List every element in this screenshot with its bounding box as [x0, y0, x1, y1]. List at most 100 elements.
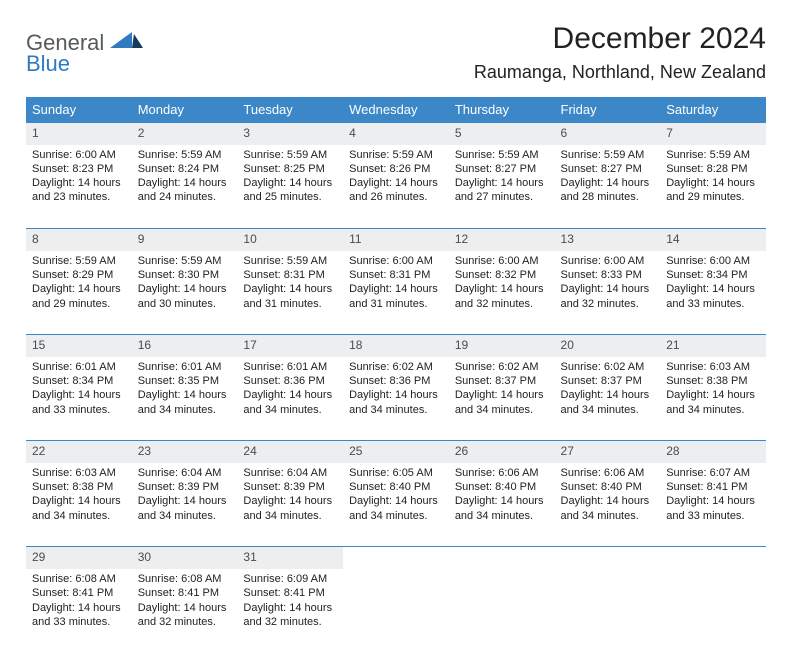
calendar-table: Sunday Monday Tuesday Wednesday Thursday… — [26, 97, 766, 653]
detail-cell: Sunrise: 6:05 AMSunset: 8:40 PMDaylight:… — [343, 463, 449, 547]
daynum-cell — [449, 547, 555, 569]
daynum-cell: 13 — [555, 229, 661, 251]
sunset-text: Sunset: 8:41 PM — [243, 586, 337, 600]
detail-cell: Sunrise: 5:59 AMSunset: 8:29 PMDaylight:… — [26, 251, 132, 335]
daylight-text: Daylight: 14 hours and 29 minutes. — [32, 282, 126, 311]
detail-cell: Sunrise: 5:59 AMSunset: 8:31 PMDaylight:… — [237, 251, 343, 335]
sunrise-text: Sunrise: 6:04 AM — [243, 466, 337, 480]
daynum-cell: 31 — [237, 547, 343, 569]
sunset-text: Sunset: 8:34 PM — [32, 374, 126, 388]
sunrise-text: Sunrise: 6:06 AM — [455, 466, 549, 480]
detail-cell: Sunrise: 6:04 AMSunset: 8:39 PMDaylight:… — [132, 463, 238, 547]
daynum-cell: 8 — [26, 229, 132, 251]
detail-cell — [449, 569, 555, 653]
daynum-row: 22232425262728 — [26, 441, 766, 463]
weekday-header: Tuesday — [237, 97, 343, 123]
detail-cell: Sunrise: 5:59 AMSunset: 8:30 PMDaylight:… — [132, 251, 238, 335]
sunrise-text: Sunrise: 6:03 AM — [666, 360, 760, 374]
location-subtitle: Raumanga, Northland, New Zealand — [474, 62, 766, 83]
daynum-row: 891011121314 — [26, 229, 766, 251]
sunset-text: Sunset: 8:34 PM — [666, 268, 760, 282]
daylight-text: Daylight: 14 hours and 26 minutes. — [349, 176, 443, 205]
daylight-text: Daylight: 14 hours and 34 minutes. — [455, 494, 549, 523]
detail-row: Sunrise: 6:08 AM Sunset: 8:41 PM Daylight:… — [26, 569, 766, 653]
daynum-cell: 5 — [449, 123, 555, 145]
sunrise-text: Sunrise: 6:09 AM — [243, 572, 337, 586]
detail-cell: Sunrise: 6:00 AMSunset: 8:33 PMDaylight:… — [555, 251, 661, 335]
daylight-text: Daylight: 14 hours and 32 minutes. — [138, 601, 232, 630]
daynum-cell: 1 — [26, 123, 132, 145]
daynum-cell: 28 — [660, 441, 766, 463]
sunrise-text: Sunrise: 6:00 AM — [349, 254, 443, 268]
daynum-cell: 6 — [555, 123, 661, 145]
sunrise-text: Sunrise: 5:59 AM — [455, 148, 549, 162]
detail-cell: Sunrise: 5:59 AMSunset: 8:27 PMDaylight:… — [555, 145, 661, 229]
daylight-text: Daylight: 14 hours and 28 minutes. — [561, 176, 655, 205]
sunrise-text: Sunrise: 6:01 AM — [32, 360, 126, 374]
daynum-cell: 11 — [343, 229, 449, 251]
sunset-text: Sunset: 8:27 PM — [455, 162, 549, 176]
sunset-text: Sunset: 8:38 PM — [666, 374, 760, 388]
daylight-text: Daylight: 14 hours and 34 minutes. — [666, 388, 760, 417]
detail-cell: Sunrise: 6:01 AMSunset: 8:34 PMDaylight:… — [26, 357, 132, 441]
daylight-text: Daylight: 14 hours and 34 minutes. — [138, 388, 232, 417]
detail-cell: Sunrise: 6:04 AMSunset: 8:39 PMDaylight:… — [237, 463, 343, 547]
logo: General Blue — [26, 22, 144, 75]
detail-cell: Sunrise: 6:02 AMSunset: 8:37 PMDaylight:… — [449, 357, 555, 441]
daynum-cell: 14 — [660, 229, 766, 251]
daylight-text: Daylight: 14 hours and 34 minutes. — [561, 494, 655, 523]
detail-cell: Sunrise: 6:07 AMSunset: 8:41 PMDaylight:… — [660, 463, 766, 547]
detail-row: Sunrise: 6:00 AMSunset: 8:23 PMDaylight:… — [26, 145, 766, 229]
detail-cell: Sunrise: 5:59 AMSunset: 8:27 PMDaylight:… — [449, 145, 555, 229]
daynum-cell: 15 — [26, 335, 132, 357]
sunrise-text: Sunrise: 6:05 AM — [349, 466, 443, 480]
sunrise-text: Sunrise: 6:08 AM — [138, 572, 232, 586]
daynum-cell: 12 — [449, 229, 555, 251]
header-row: General Blue December 2024 Raumanga, Nor… — [26, 22, 766, 83]
daylight-text: Daylight: 14 hours and 27 minutes. — [455, 176, 549, 205]
sunset-text: Sunset: 8:25 PM — [243, 162, 337, 176]
detail-cell: Sunrise: 5:59 AMSunset: 8:25 PMDaylight:… — [237, 145, 343, 229]
sunrise-text: Sunrise: 5:59 AM — [32, 254, 126, 268]
detail-cell: Sunrise: 6:06 AMSunset: 8:40 PMDaylight:… — [449, 463, 555, 547]
sunrise-text: Sunrise: 6:07 AM — [666, 466, 760, 480]
sunrise-text: Sunrise: 6:04 AM — [138, 466, 232, 480]
sunset-text: Sunset: 8:28 PM — [666, 162, 760, 176]
sunrise-text: Sunrise: 5:59 AM — [243, 254, 337, 268]
detail-cell: Sunrise: 6:08 AMSunset: 8:41 PMDaylight:… — [26, 569, 132, 653]
daynum-cell: 25 — [343, 441, 449, 463]
daylight-text: Daylight: 14 hours and 34 minutes. — [243, 494, 337, 523]
daynum-cell — [343, 547, 449, 569]
sunrise-text: Sunrise: 5:59 AM — [349, 148, 443, 162]
daylight-text: Daylight: 14 hours and 34 minutes. — [455, 388, 549, 417]
sunrise-text: Sunrise: 6:06 AM — [561, 466, 655, 480]
sunrise-text: Sunrise: 6:00 AM — [455, 254, 549, 268]
sunrise-text: Sunrise: 6:00 AM — [561, 254, 655, 268]
sunset-text: Sunset: 8:40 PM — [561, 480, 655, 494]
daynum-cell: 7 — [660, 123, 766, 145]
daynum-cell: 16 — [132, 335, 238, 357]
daynum-cell: 30 — [132, 547, 238, 569]
weekday-header: Friday — [555, 97, 661, 123]
sunrise-text: Sunrise: 5:59 AM — [561, 148, 655, 162]
daylight-text: Daylight: 14 hours and 23 minutes. — [32, 176, 126, 205]
sunset-text: Sunset: 8:27 PM — [561, 162, 655, 176]
sunset-text: Sunset: 8:37 PM — [455, 374, 549, 388]
sunset-text: Sunset: 8:40 PM — [455, 480, 549, 494]
calendar-page: General Blue December 2024 Raumanga, Nor… — [0, 0, 792, 653]
sunrise-text: Sunrise: 5:59 AM — [243, 148, 337, 162]
daylight-text: Daylight: 14 hours and 33 minutes. — [666, 494, 760, 523]
sunrise-text: Sunrise: 6:00 AM — [32, 148, 126, 162]
detail-cell: Sunrise: 6:08 AMSunset: 8:41 PMDaylight:… — [132, 569, 238, 653]
detail-cell — [660, 569, 766, 653]
detail-cell: Sunrise: 6:00 AMSunset: 8:31 PMDaylight:… — [343, 251, 449, 335]
logo-text: General Blue — [26, 28, 144, 75]
sunrise-text: Sunrise: 5:59 AM — [138, 254, 232, 268]
weekday-header: Sunday — [26, 97, 132, 123]
sunset-text: Sunset: 8:26 PM — [349, 162, 443, 176]
detail-cell: Sunrise: 6:09 AMSunset: 8:41 PMDaylight:… — [237, 569, 343, 653]
daylight-text: Daylight: 14 hours and 32 minutes. — [561, 282, 655, 311]
daylight-text: Daylight: 14 hours and 24 minutes. — [138, 176, 232, 205]
daynum-cell: 18 — [343, 335, 449, 357]
detail-cell: Sunrise: 6:03 AMSunset: 8:38 PMDaylight:… — [26, 463, 132, 547]
